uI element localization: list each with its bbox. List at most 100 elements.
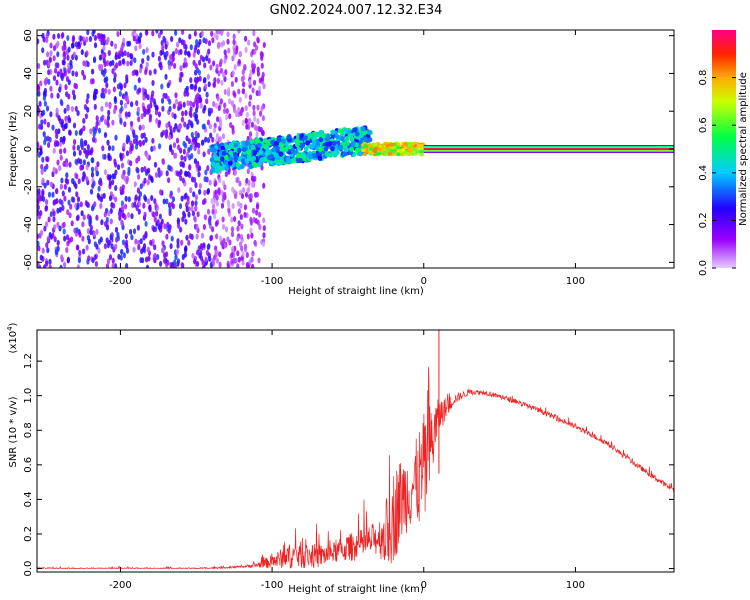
noise-blob: [161, 159, 166, 166]
noise-blob: [121, 188, 125, 195]
noise-blob: [188, 33, 192, 40]
colorbar: 0.0 0.2 0.4 0.6 0.8 Normalized spectral ampl…: [698, 30, 749, 276]
noise-blob: [237, 208, 241, 215]
noise-blob: [111, 68, 115, 75]
noise-blob: [121, 239, 126, 246]
cloud-blob: [331, 140, 337, 146]
noise-blob: [144, 220, 148, 227]
noise-blob: [233, 48, 237, 54]
noise-blob: [98, 65, 102, 72]
noise-blob: [99, 196, 103, 203]
noise-blob: [168, 54, 173, 61]
noise-blob: [186, 199, 190, 205]
noise-blob: [150, 195, 154, 201]
noise-blob: [203, 176, 207, 183]
noise-blob: [193, 47, 197, 54]
noise-blob: [232, 39, 236, 46]
noise-blob: [89, 128, 93, 135]
cloud-blob: [241, 158, 246, 164]
noise-blob: [237, 30, 241, 34]
cloud-blob: [298, 157, 303, 164]
y-tick-label: 0: [23, 146, 34, 152]
noise-blob: [85, 36, 89, 43]
noise-blob: [172, 126, 176, 133]
noise-blob: [70, 178, 75, 184]
noise-blob: [189, 187, 193, 194]
noise-blob: [108, 174, 112, 181]
noise-blob: [192, 191, 196, 198]
noise-blob: [233, 169, 237, 176]
noise-blob: [161, 246, 165, 253]
noise-blob: [237, 88, 241, 95]
noise-blob: [105, 224, 110, 231]
noise-blob: [137, 195, 141, 202]
noise-blob: [157, 122, 161, 129]
noise-blob: [109, 218, 113, 225]
noise-blob: [254, 218, 258, 224]
noise-blob: [248, 259, 252, 266]
noise-blob: [181, 30, 185, 35]
noise-blob: [120, 248, 124, 255]
noise-blob: [37, 107, 41, 114]
noise-blob: [201, 139, 205, 146]
noise-blob: [181, 262, 185, 268]
cloud-blob: [236, 156, 242, 162]
noise-blob: [168, 146, 173, 152]
cloud-blob: [299, 133, 305, 139]
noise-blob: [235, 110, 239, 117]
noise-blob: [63, 107, 67, 114]
noise-blob: [253, 239, 257, 246]
noise-blob: [253, 48, 257, 55]
noise-blob: [69, 59, 73, 66]
noise-blob: [105, 216, 109, 223]
noise-blob: [142, 94, 146, 101]
noise-blob: [45, 242, 49, 249]
cloud-blob: [354, 131, 360, 137]
cloud-blob: [210, 167, 216, 173]
noise-blob: [191, 210, 195, 217]
noise-blob: [41, 32, 45, 39]
noise-blob: [196, 132, 200, 139]
noise-blob: [195, 223, 199, 230]
noise-blob: [208, 123, 212, 130]
y-tick-label: -60: [23, 254, 34, 270]
noise-blob: [118, 90, 122, 97]
noise-blob: [125, 263, 129, 268]
noise-blob: [218, 136, 222, 143]
noise-blob: [170, 36, 174, 42]
noise-blob: [181, 254, 185, 260]
noise-blob: [256, 37, 260, 44]
noise-blob: [168, 206, 172, 213]
noise-blob: [258, 77, 262, 84]
noise-blob: [145, 256, 149, 263]
noise-blob: [137, 244, 141, 251]
cloud-blob: [228, 150, 234, 156]
noise-blob: [46, 247, 50, 254]
spectrogram-x-axis: -200 -100 0 100: [109, 30, 585, 287]
noise-blob: [130, 101, 134, 108]
noise-blob: [42, 131, 46, 138]
noise-blob: [198, 188, 202, 195]
noise-blob: [52, 45, 57, 52]
noise-blob: [203, 214, 207, 221]
cloud-blob: [287, 158, 293, 165]
noise-blob: [203, 77, 207, 83]
noise-blob: [219, 98, 223, 105]
noise-blob: [85, 50, 89, 57]
noise-blob: [157, 32, 161, 39]
noise-blob: [139, 183, 143, 190]
noise-blob: [49, 50, 53, 57]
noise-blob: [148, 116, 152, 123]
cloud-blob: [233, 154, 239, 160]
y-tick-label: 0.2: [23, 526, 34, 542]
noise-blob: [77, 257, 81, 264]
cloud-blob: [323, 146, 329, 152]
band-blob: [408, 147, 414, 152]
noise-blob: [93, 201, 97, 208]
noise-blob: [180, 116, 185, 123]
noise-blob: [230, 100, 234, 107]
noise-blob: [85, 176, 89, 183]
cloud-blob: [257, 142, 262, 148]
noise-blob: [88, 149, 92, 156]
